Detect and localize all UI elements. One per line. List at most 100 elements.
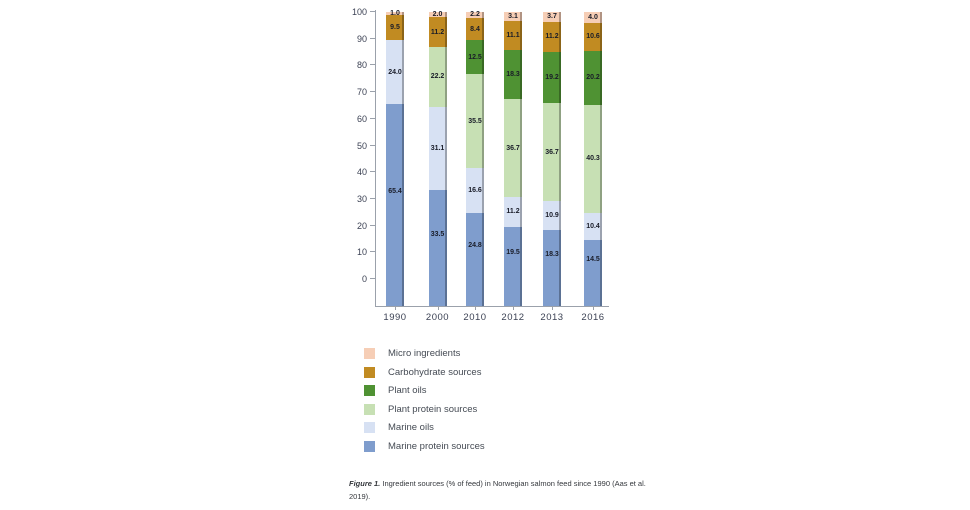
value-label: 40.3 [586, 155, 600, 163]
value-label: 20.2 [586, 74, 600, 82]
value-label: 2.2 [470, 11, 480, 19]
segment-micro-ingredients [386, 12, 404, 15]
x-tick [475, 306, 476, 310]
legend-label: Micro ingredients [388, 348, 461, 359]
value-label: 35.5 [468, 117, 482, 125]
y-tick-label: 70 [356, 87, 367, 98]
value-label: 3.1 [508, 12, 518, 20]
value-label: 65.4 [388, 188, 402, 196]
x-category-label: 2013 [540, 312, 564, 323]
value-label: 24.8 [468, 242, 482, 250]
x-tick [513, 306, 514, 310]
value-label: 18.3 [506, 71, 520, 79]
bar-2013: 18.3 10.9 36.7 19.2 11.2 3.7 [543, 10, 561, 306]
bar-2016: 14.5 10.4 40.3 20.2 10.6 4.0 [584, 10, 602, 306]
y-tick [370, 278, 375, 279]
legend-label: Marine protein sources [388, 440, 485, 452]
y-tick-label: 80 [356, 60, 367, 71]
x-category-label: 2012 [501, 312, 525, 323]
legend-label: Plant oils [388, 385, 427, 396]
value-label: 19.5 [506, 249, 520, 257]
y-tick-label: 10 [356, 247, 367, 258]
value-label: 31.1 [430, 144, 445, 152]
segment-plant-oils [466, 40, 484, 74]
y-tick-label: 40 [356, 167, 367, 178]
value-label: 24.0 [388, 68, 402, 76]
bar-2012: 19.5 11.2 36.7 18.3 11.1 3.1 [504, 10, 522, 306]
legend-swatch-icon [364, 403, 375, 415]
segment-marine-protein-sources [386, 104, 404, 306]
x-category-label: 2016 [581, 312, 605, 323]
value-label: 19.2 [545, 73, 559, 81]
bar-1990: 65.4 24.0 9.5 1.0 [386, 10, 404, 306]
segment-micro-ingredients [584, 12, 602, 23]
segment-plant-protein-sources [543, 103, 561, 202]
y-tick [370, 11, 375, 12]
segment-marine-oils [386, 40, 404, 105]
legend-label: Carbohydrate sources [388, 366, 482, 378]
y-tick [370, 37, 375, 39]
value-label: 4.0 [588, 13, 598, 21]
value-label: 1.0 [390, 10, 400, 18]
value-label: 33.5 [430, 230, 445, 238]
segment-carbohydrate-sources [386, 14, 404, 41]
segment-micro-ingredients [543, 12, 561, 22]
legend-swatch-icon [364, 366, 375, 378]
value-label: 22.2 [430, 73, 445, 81]
segment-marine-oils [504, 197, 522, 227]
legend-item-marine-protein-sources: Marine protein sources [364, 440, 485, 452]
segment-plant-oils [504, 50, 522, 100]
x-category-label: 2010 [463, 312, 487, 323]
x-tick [395, 306, 396, 310]
segment-marine-oils [466, 168, 484, 213]
legend-swatch-icon [364, 385, 375, 396]
value-label: 10.6 [586, 33, 600, 41]
segment-micro-ingredients [428, 12, 447, 18]
legend-item-marine-oils: Marine oils [364, 422, 485, 433]
y-tick [370, 144, 375, 146]
y-tick [370, 91, 375, 93]
y-tick [370, 251, 375, 253]
legend-item-micro-ingredients: Micro ingredients [364, 348, 485, 359]
segment-marine-protein-sources [543, 230, 561, 306]
caption-text: Ingredient sources (% of feed) in Norweg… [349, 479, 646, 501]
segment-micro-ingredients [504, 12, 522, 21]
segment-plant-oils [584, 51, 602, 105]
value-label: 10.4 [586, 222, 600, 230]
bar-2010: 24.8 16.6 35.5 12.5 8.4 2.2 [466, 10, 484, 306]
segment-marine-protein-sources [504, 226, 522, 306]
legend-label: Marine oils [388, 422, 434, 433]
x-tick [593, 306, 594, 310]
value-label: 11.2 [545, 33, 559, 41]
value-label: 36.7 [506, 144, 520, 152]
legend-swatch-icon [364, 440, 375, 452]
x-category-label: 2000 [425, 312, 450, 323]
value-label: 11.1 [506, 31, 520, 39]
figure-caption: Figure 1. Ingredient sources (% of feed)… [349, 477, 652, 503]
value-label: 10.9 [545, 212, 559, 220]
segment-marine-protein-sources [428, 189, 447, 306]
y-tick [370, 171, 375, 173]
legend-swatch-icon [364, 422, 375, 433]
segment-plant-protein-sources [504, 99, 522, 198]
segment-marine-protein-sources [466, 212, 484, 306]
legend-item-plant-oils: Plant oils [364, 385, 485, 396]
segment-marine-oils [428, 106, 447, 190]
y-tick [370, 197, 375, 199]
segment-plant-protein-sources [428, 47, 447, 107]
y-tick [370, 64, 375, 66]
segment-micro-ingredients [466, 12, 484, 18]
y-tick-label: 20 [356, 220, 367, 231]
y-tick [370, 224, 375, 226]
y-tick-label: 30 [356, 193, 367, 204]
segment-carbohydrate-sources [466, 17, 484, 41]
value-label: 11.2 [506, 208, 520, 216]
segment-plant-oils [543, 51, 561, 104]
value-label: 2.0 [432, 11, 443, 19]
segment-marine-protein-sources [584, 240, 602, 306]
plot-area: 0 10 20 30 40 50 60 70 80 90 100 65.4 24.0 9.5 1.0 1990… [352, 7, 609, 323]
legend-item-carbohydrate-sources: Carbohydrate sources [364, 366, 485, 378]
y-tick-label: 90 [356, 33, 367, 44]
segment-plant-protein-sources [466, 73, 484, 169]
